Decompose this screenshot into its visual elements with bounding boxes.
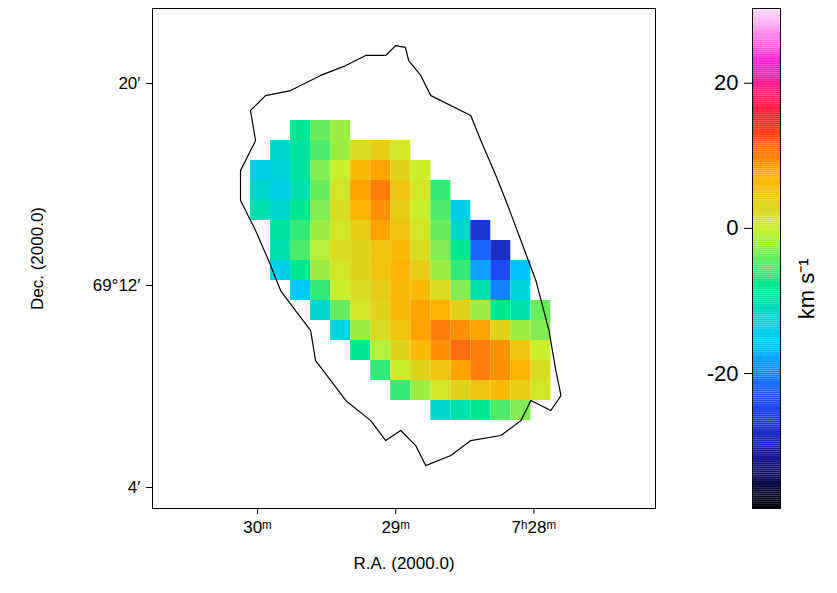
svg-text:-20: -20 (707, 361, 739, 386)
svg-text:20: 20 (714, 70, 738, 95)
svg-text:4′: 4′ (128, 478, 141, 497)
svg-text:30ᵐ: 30ᵐ (243, 518, 272, 537)
svg-text:km s⁻¹: km s⁻¹ (794, 259, 819, 320)
svg-text:20′: 20′ (118, 74, 140, 93)
svg-text:0: 0 (726, 215, 738, 240)
svg-text:69°12′: 69°12′ (93, 276, 141, 295)
svg-text:Dec. (2000.0): Dec. (2000.0) (28, 207, 47, 310)
svg-text:7ʰ28ᵐ: 7ʰ28ᵐ (512, 518, 557, 537)
svg-text:29ᵐ: 29ᵐ (381, 518, 410, 537)
svg-text:R.A. (2000.0): R.A. (2000.0) (353, 554, 454, 573)
